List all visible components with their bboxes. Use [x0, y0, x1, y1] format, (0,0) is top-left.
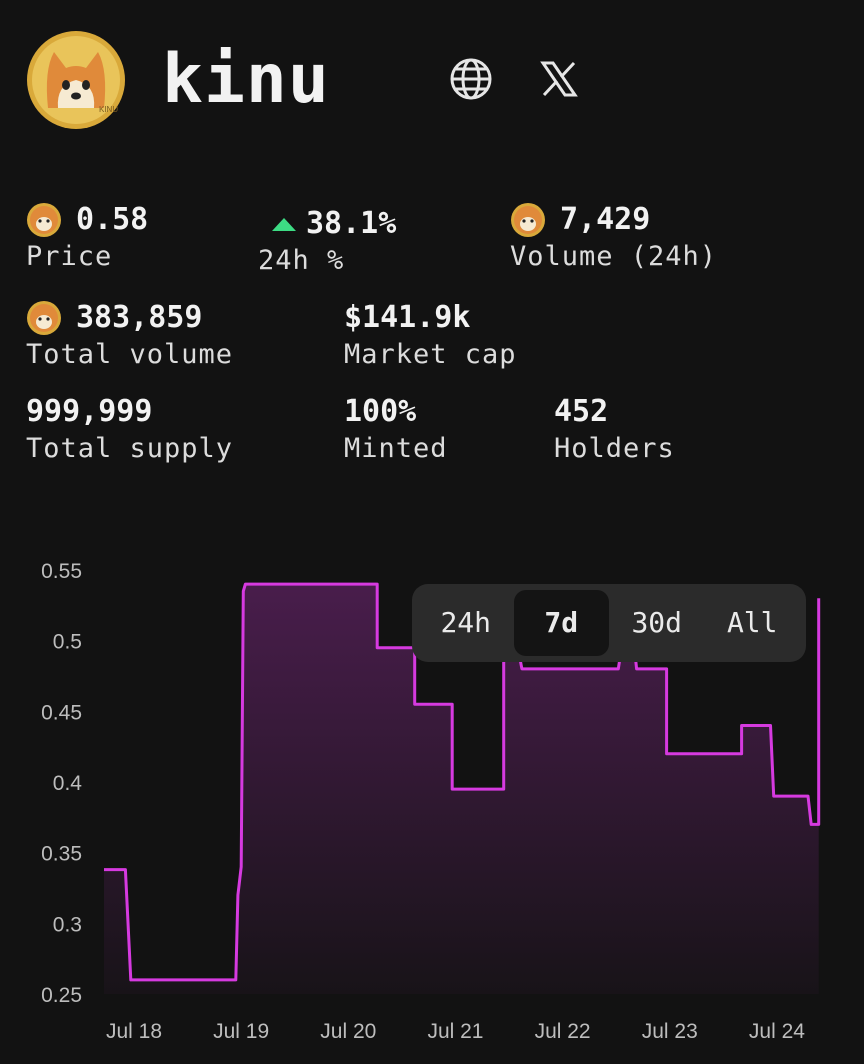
- range-tab-7d[interactable]: 7d: [513, 590, 609, 656]
- y-tick-label: 0.55: [41, 560, 82, 583]
- kinu-coin-icon: [511, 203, 545, 237]
- token-logo-avatar: KINU: [27, 31, 125, 129]
- logo-text: KINU: [99, 105, 118, 114]
- x-tick-label: Jul 23: [642, 1020, 698, 1043]
- y-tick-label: 0.45: [41, 701, 82, 724]
- x-tick-label: Jul 18: [106, 1020, 162, 1043]
- range-tab-24h[interactable]: 24h: [440, 606, 492, 639]
- price-label: Price: [26, 241, 113, 272]
- token-header: KINU kinu: [26, 30, 846, 130]
- total-volume-value: 383,859: [76, 300, 203, 335]
- x-logo-icon[interactable]: [536, 56, 582, 102]
- range-tab-all[interactable]: All: [726, 606, 778, 639]
- x-tick-label: Jul 21: [427, 1020, 483, 1043]
- kinu-coin-icon: [27, 203, 61, 237]
- market-cap-value: $141.9k: [344, 300, 471, 335]
- x-tick-label: Jul 24: [749, 1020, 805, 1043]
- time-range-selector: 24h 7d 30d All: [412, 584, 806, 662]
- change-label: 24h %: [258, 245, 345, 276]
- stat-minted: 100% Minted: [344, 394, 448, 466]
- stat-total-supply: 999,999 Total supply: [26, 394, 233, 466]
- stat-price: 0.58 Price: [26, 202, 148, 274]
- stat-holders: 452 Holders: [554, 394, 675, 466]
- minted-value: 100%: [344, 394, 417, 429]
- y-tick-label: 0.5: [53, 631, 82, 654]
- holders-value: 452: [554, 394, 609, 429]
- stat-24h-change: 38.1% 24h %: [258, 206, 396, 278]
- y-tick-label: 0.25: [41, 984, 82, 1007]
- total-supply-value: 999,999: [26, 394, 153, 429]
- stat-market-cap: $141.9k Market cap: [344, 300, 517, 372]
- token-title: kinu: [162, 40, 330, 119]
- range-tab-30d[interactable]: 30d: [631, 606, 683, 639]
- price-area-fill: [104, 584, 819, 994]
- globe-icon[interactable]: [448, 56, 494, 102]
- x-tick-label: Jul 20: [320, 1020, 376, 1043]
- x-tick-label: Jul 22: [535, 1020, 591, 1043]
- x-tick-label: Jul 19: [213, 1020, 269, 1043]
- total-supply-label: Total supply: [26, 433, 234, 464]
- stat-total-volume: 383,859 Total volume: [26, 300, 233, 372]
- price-chart-svg[interactable]: 0.55 0.5 0.45 0.4 0.35 0.3 0.25 Jul 18 Jul 19 Ju…: [0, 550, 864, 1060]
- total-volume-label: Total volume: [26, 339, 234, 370]
- y-tick-label: 0.3: [53, 913, 82, 936]
- y-tick-label: 0.35: [41, 843, 82, 866]
- price-value: 0.58: [76, 202, 149, 237]
- kinu-coin-icon: [27, 301, 61, 335]
- volume24-value: 7,429: [560, 202, 651, 237]
- y-tick-label: 0.4: [53, 772, 83, 795]
- volume24-label: Volume (24h): [510, 241, 718, 272]
- holders-label: Holders: [554, 433, 675, 464]
- minted-label: Minted: [344, 433, 448, 464]
- stat-volume-24h: 7,429 Volume (24h): [510, 202, 717, 274]
- market-cap-label: Market cap: [344, 339, 517, 370]
- price-chart[interactable]: 0.55 0.5 0.45 0.4 0.35 0.3 0.25 Jul 18 Jul 19 Ju…: [0, 550, 864, 1060]
- up-arrow-icon: [272, 217, 296, 231]
- change-value: 38.1%: [306, 206, 397, 241]
